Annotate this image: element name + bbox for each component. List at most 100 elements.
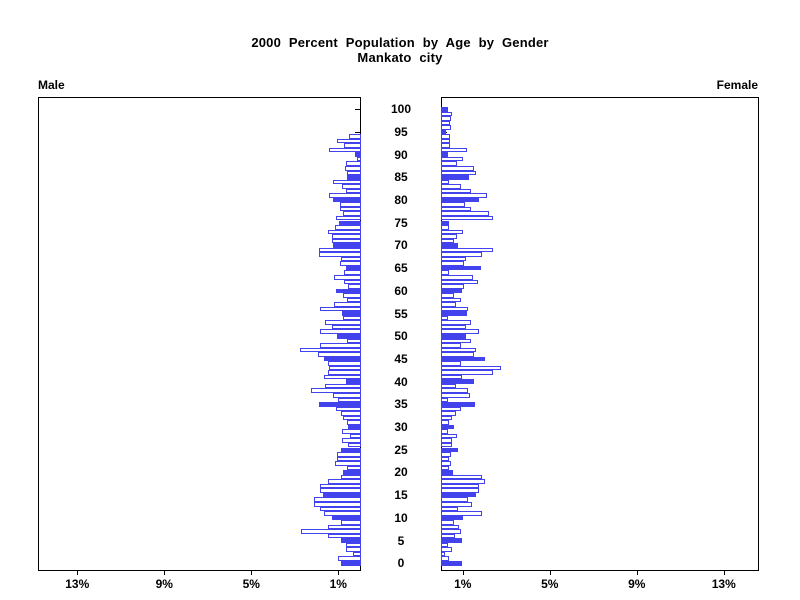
bar-male-age-30 — [347, 424, 361, 430]
bar-female-age-51 — [441, 329, 480, 334]
bar-male-age-45 — [324, 356, 361, 362]
bar-male-age-58 — [346, 297, 361, 303]
bar-female-age-17 — [441, 483, 480, 489]
female-x-tick-1% — [462, 570, 464, 575]
bar-female-age-62 — [441, 279, 478, 285]
bar-female-age-70 — [441, 243, 458, 248]
male-inner-tick-100 — [355, 109, 360, 111]
bar-male-age-57 — [334, 302, 361, 307]
bar-female-age-56 — [441, 306, 468, 312]
male-x-tick-label-1%: 1% — [329, 577, 347, 591]
bar-male-age-52 — [331, 324, 361, 330]
bar-female-age-35 — [441, 402, 476, 407]
bar-male-age-4 — [345, 542, 361, 548]
bar-male-age-67 — [340, 256, 361, 262]
age-tick-label-25: 25 — [394, 442, 408, 457]
bar-male-age-80 — [332, 197, 361, 203]
bar-male-age-7 — [301, 529, 361, 534]
bar-female-age-66 — [441, 261, 465, 266]
female-x-tick-label-13%: 13% — [711, 577, 736, 591]
bar-female-age-74 — [441, 225, 449, 230]
bar-male-age-26 — [348, 442, 361, 448]
female-x-tick-label-1%: 1% — [454, 577, 472, 591]
bar-male-age-76 — [335, 215, 361, 221]
bar-male-age-46 — [317, 352, 361, 357]
bar-female-age-21 — [441, 465, 450, 471]
bar-female-age-16 — [441, 488, 479, 493]
bar-male-age-85 — [346, 175, 361, 180]
age-tick-label-85: 85 — [394, 170, 408, 185]
bar-female-age-15 — [441, 492, 477, 498]
bar-male-age-35 — [319, 402, 361, 407]
bar-male-age-40 — [345, 379, 361, 384]
bar-female-age-73 — [441, 229, 463, 235]
bar-male-age-42 — [328, 370, 361, 375]
bar-male-age-55 — [341, 311, 361, 316]
chart-title: 2000 Percent Population by Age by Gender — [251, 35, 549, 50]
bar-female-age-30 — [441, 424, 455, 430]
age-tick-label-100: 100 — [390, 102, 412, 117]
bar-male-age-5 — [341, 538, 361, 543]
bar-female-age-28 — [441, 433, 457, 439]
bar-female-age-90 — [441, 152, 448, 157]
bar-male-age-23 — [337, 456, 361, 462]
bar-female-age-8 — [441, 524, 460, 530]
bar-male-age-56 — [319, 306, 361, 312]
bar-female-age-95 — [441, 129, 447, 135]
bar-male-age-79 — [339, 202, 361, 207]
bar-female-age-59 — [441, 293, 455, 298]
male-x-tick-label-5%: 5% — [242, 577, 260, 591]
bar-female-age-46 — [441, 352, 474, 357]
bar-male-age-18 — [328, 479, 361, 484]
bar-female-age-27 — [441, 438, 453, 443]
age-tick-label-80: 80 — [394, 193, 408, 208]
age-tick-label-10: 10 — [394, 510, 408, 525]
bar-male-age-49 — [346, 338, 361, 344]
bar-male-age-34 — [335, 406, 361, 412]
bar-male-age-12 — [319, 506, 361, 512]
bar-female-age-97 — [441, 120, 450, 126]
bar-male-age-13 — [314, 501, 361, 507]
bar-male-age-77 — [343, 211, 361, 216]
bar-male-age-84 — [332, 179, 361, 185]
male-x-tick-5% — [251, 570, 253, 575]
bar-male-age-73 — [328, 229, 361, 235]
male-inner-tick-95 — [355, 131, 360, 133]
bar-male-age-1 — [338, 556, 361, 561]
bar-female-age-0 — [441, 561, 462, 566]
bar-female-age-23 — [441, 456, 450, 462]
male-x-tick-9% — [164, 570, 166, 575]
age-tick-label-70: 70 — [394, 238, 408, 253]
bar-male-age-74 — [334, 225, 361, 230]
bar-female-age-55 — [441, 311, 467, 316]
bar-male-age-41 — [324, 374, 361, 380]
bar-male-age-38 — [310, 388, 361, 393]
bar-female-age-82 — [441, 188, 472, 194]
bar-male-age-53 — [324, 320, 361, 325]
bar-female-age-7 — [441, 529, 461, 534]
bar-male-age-31 — [346, 420, 361, 425]
bar-male-age-62 — [344, 279, 361, 285]
bar-female-age-13 — [441, 501, 473, 507]
female-x-tick-label-9%: 9% — [628, 577, 646, 591]
bar-male-age-71 — [331, 238, 361, 244]
male-x-tick-1% — [338, 570, 340, 575]
bar-female-age-6 — [441, 533, 456, 539]
age-tick-label-55: 55 — [394, 306, 408, 321]
bar-male-age-59 — [343, 293, 361, 298]
bar-male-age-15 — [322, 492, 361, 498]
bar-female-age-72 — [441, 234, 457, 239]
age-tick-label-30: 30 — [394, 420, 408, 435]
age-tick-label-5: 5 — [397, 533, 405, 548]
chart-subtitle: Mankato city — [357, 50, 443, 65]
age-tick-label-95: 95 — [394, 124, 408, 139]
age-tick-label-90: 90 — [394, 147, 408, 162]
bar-male-age-70 — [333, 243, 361, 248]
bar-female-age-71 — [441, 238, 455, 244]
chart-title-block: 2000 Percent Population by Age by Gender… — [0, 35, 800, 65]
bar-female-age-31 — [441, 420, 450, 425]
bar-female-age-69 — [441, 247, 493, 253]
bar-male-age-91 — [329, 147, 361, 153]
bar-female-age-44 — [441, 361, 461, 366]
